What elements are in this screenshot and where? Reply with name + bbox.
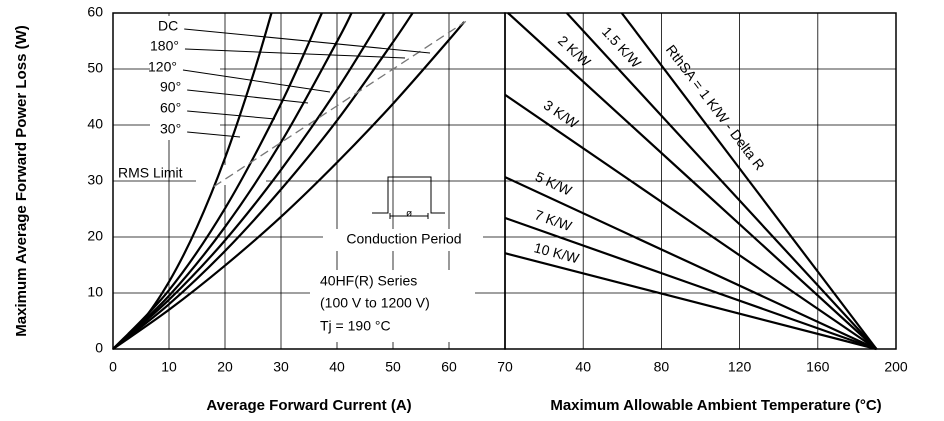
- phi-symbol: ø: [406, 209, 412, 220]
- x-tick-label: 20: [217, 359, 233, 375]
- conduction-waveform: [372, 176, 445, 214]
- x-axis-label: Maximum Allowable Ambient Temperature (°…: [550, 397, 881, 414]
- y-tick-label: 50: [87, 60, 103, 76]
- series-label: RMS Limit: [118, 165, 183, 181]
- series-line: [507, 12, 878, 350]
- y-tick-label: 0: [95, 340, 103, 356]
- label-background: [150, 16, 220, 140]
- leader-line: [187, 110, 276, 120]
- label-background: [310, 270, 475, 342]
- leader-line: [184, 48, 406, 59]
- y-tick-label: 30: [87, 172, 103, 188]
- series-line: [504, 252, 877, 351]
- annotation: 40HF(R) Series: [320, 273, 417, 289]
- series-line: [504, 93, 878, 350]
- series-line: [112, 12, 414, 350]
- series-label: 90°: [160, 79, 181, 95]
- x-tick-label: 70: [497, 359, 513, 375]
- label-background: [323, 229, 483, 251]
- series-line: [112, 12, 323, 350]
- leader-line: [182, 69, 331, 93]
- leader-line: [187, 89, 309, 104]
- series-label: 5 K/W: [533, 168, 575, 199]
- series-label: 180°: [150, 38, 179, 54]
- series-line: [504, 176, 877, 350]
- series-line: [504, 216, 877, 351]
- y-axis-label: Maximum Average Forward Power Loss (W): [13, 25, 30, 336]
- series-label: RthSA = 1 K/W - Delta R: [663, 42, 768, 174]
- conduction-arrow: [389, 213, 429, 219]
- x-axis-label: Average Forward Current (A): [206, 397, 411, 414]
- series-line: [112, 12, 353, 350]
- series-label: 60°: [160, 100, 181, 116]
- x-tick-label: 160: [806, 359, 830, 375]
- x-tick-label: 40: [329, 359, 345, 375]
- x-tick-label: 0: [109, 359, 117, 375]
- plot-frame: [504, 12, 897, 350]
- series-line: [620, 12, 878, 350]
- leader-line: [184, 28, 431, 54]
- x-tick-label: 80: [654, 359, 670, 375]
- y-tick-label: 60: [87, 4, 103, 20]
- series-label: 3 K/W: [541, 97, 582, 132]
- series-line: [213, 20, 467, 188]
- x-tick-label: 200: [884, 359, 908, 375]
- series-line: [112, 12, 386, 350]
- y-tick-label: 10: [87, 284, 103, 300]
- y-tick-label: 20: [87, 228, 103, 244]
- x-tick-label: 120: [728, 359, 752, 375]
- series-label: 30°: [160, 121, 181, 137]
- leader-line: [187, 131, 241, 138]
- x-tick-label: 60: [441, 359, 457, 375]
- annotation: Tj = 190 °C: [320, 318, 391, 334]
- series-label: 1.5 K/W: [599, 23, 645, 71]
- x-tick-label: 50: [385, 359, 401, 375]
- x-tick-label: 10: [161, 359, 177, 375]
- y-tick-label: 40: [87, 116, 103, 132]
- annotation: (100 V to 1200 V): [320, 295, 430, 311]
- series-label: DC: [158, 18, 178, 34]
- series-label: 120°: [148, 59, 177, 75]
- series-line: [565, 12, 878, 350]
- annotation: Conduction Period: [346, 231, 461, 247]
- x-tick-label: 40: [575, 359, 591, 375]
- series-line: [112, 21, 465, 350]
- x-tick-label: 30: [273, 359, 289, 375]
